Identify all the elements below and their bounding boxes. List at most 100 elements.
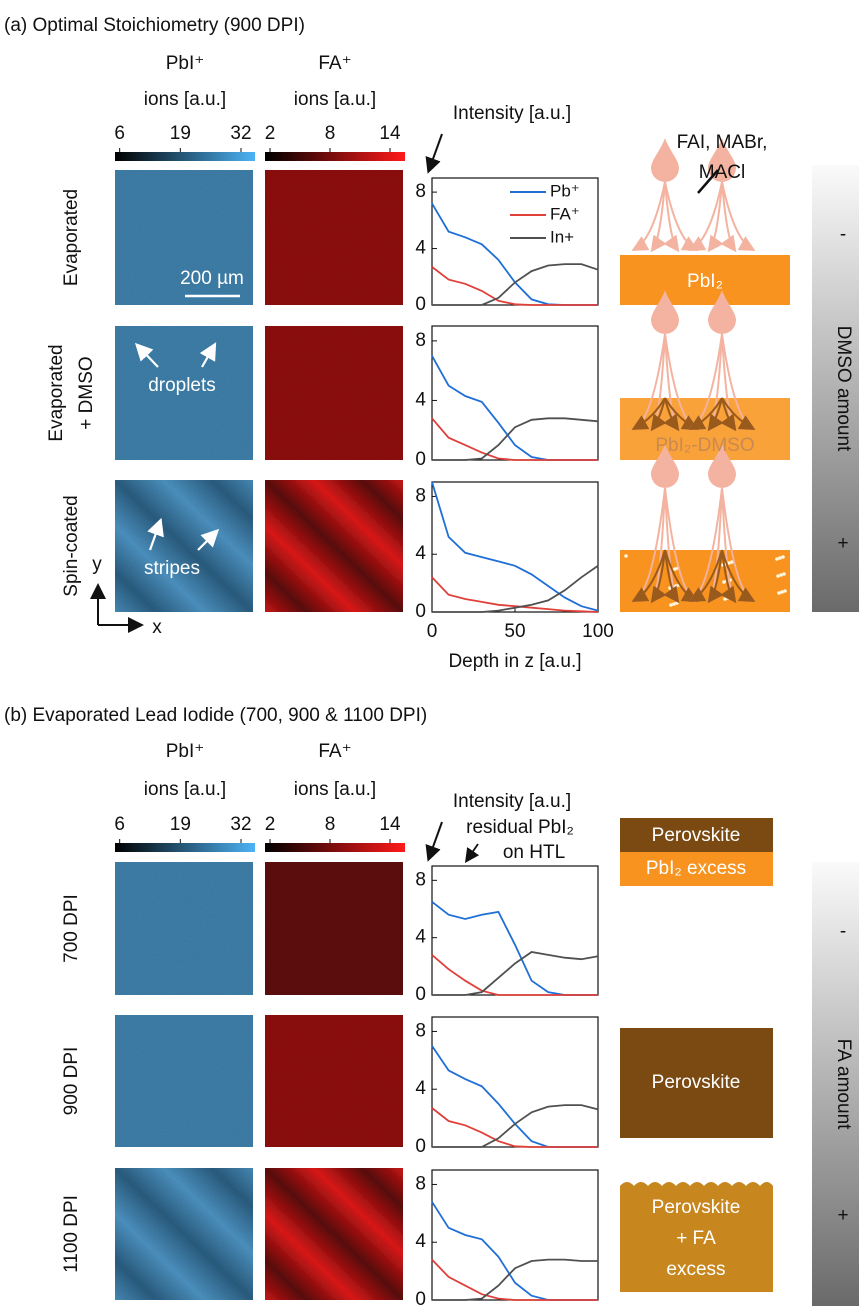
legend-label: In+ xyxy=(550,227,574,246)
axis-x-label: x xyxy=(152,617,162,638)
grain xyxy=(722,580,726,584)
y-tick-label: 4 xyxy=(415,543,426,564)
y-axis-title: Intensity [a.u.] xyxy=(453,791,571,812)
colorbar-tick-label: 19 xyxy=(170,123,191,144)
x-tick-label: 0 xyxy=(427,621,438,642)
series-line xyxy=(432,418,598,460)
plot-frame xyxy=(432,482,598,612)
layer-label: + FA xyxy=(676,1228,716,1249)
row-label: 1100 DPI xyxy=(61,1195,82,1273)
plot-frame xyxy=(432,1017,598,1147)
y-tick-label: 8 xyxy=(415,181,426,202)
y-tick-label: 8 xyxy=(415,1173,426,1194)
heatmap-fa xyxy=(265,1168,403,1300)
gradient-plus: + xyxy=(837,1205,848,1226)
heatmap-pbi xyxy=(115,480,253,612)
precursor-label: MACl xyxy=(699,162,745,183)
annotation-arrow xyxy=(467,844,478,860)
layer-label: Perovskite xyxy=(652,1072,741,1093)
y-axis-title-arrow xyxy=(429,134,442,170)
heatmap-fa xyxy=(265,326,403,460)
heatmap-fa xyxy=(265,170,403,305)
column-title: FA⁺ xyxy=(318,53,351,74)
x-tick-label: 100 xyxy=(582,621,614,642)
layer-label: PbI₂-DMSO xyxy=(655,435,754,456)
series-line xyxy=(432,1260,598,1300)
grain xyxy=(775,557,779,561)
series-line xyxy=(432,1108,598,1147)
colorbar-tick-label: 14 xyxy=(379,123,401,144)
flow-arrow xyxy=(710,182,722,249)
droplet xyxy=(651,138,679,182)
row-label: Evaporated xyxy=(46,344,67,441)
colorbar xyxy=(115,843,255,852)
layer-label: PbI₂ excess xyxy=(646,858,746,879)
series-line xyxy=(432,1202,598,1300)
series-line xyxy=(432,482,598,611)
grain xyxy=(776,574,780,578)
panel-title: (b) Evaporated Lead Iodide (700, 900 & 1… xyxy=(4,705,427,726)
y-tick-label: 8 xyxy=(415,869,426,890)
colorbar-tick-label: 6 xyxy=(114,814,125,835)
gradient-label: DMSO amount xyxy=(833,326,854,452)
colorbar-tick-label: 32 xyxy=(230,814,251,835)
precursor-label: FAI, MABr, xyxy=(677,132,768,153)
colorbar-tick-label: 8 xyxy=(325,123,336,144)
scale-label: 200 µm xyxy=(180,268,244,289)
row-label: Spin-coated xyxy=(61,495,82,596)
y-tick-label: 4 xyxy=(415,1078,426,1099)
column-title: FA⁺ xyxy=(318,741,351,762)
y-tick-label: 0 xyxy=(415,449,426,470)
y-tick-label: 4 xyxy=(415,927,426,948)
series-line xyxy=(432,1105,598,1147)
grain xyxy=(624,554,628,558)
series-line xyxy=(432,356,598,460)
series-line xyxy=(432,264,598,305)
series-line xyxy=(432,418,598,460)
y-axis-title-arrow xyxy=(429,822,442,858)
row-label: 900 DPI xyxy=(61,1047,82,1116)
y-tick-label: 8 xyxy=(415,330,426,351)
legend-label: FA⁺ xyxy=(550,204,580,223)
droplets-label: droplets xyxy=(148,375,216,396)
series-line xyxy=(432,1260,598,1300)
figure: (a) Optimal Stoichiometry (900 DPI) PbI⁺ i… xyxy=(0,0,859,1306)
x-axis-title: Depth in z [a.u.] xyxy=(448,651,581,672)
column-title: PbI⁺ xyxy=(166,53,205,74)
layer-label: Perovskite xyxy=(652,825,741,846)
colorbar xyxy=(115,152,255,161)
gradient-label: FA amount xyxy=(833,1039,854,1131)
series-line xyxy=(432,902,598,995)
colorbar-tick-label: 2 xyxy=(265,814,276,835)
heatmap-pbi xyxy=(115,1168,253,1300)
layer-label: Perovskite xyxy=(652,1197,741,1218)
y-tick-label: 4 xyxy=(415,238,426,259)
grain xyxy=(777,591,781,595)
row-label: 700 DPI xyxy=(61,894,82,963)
series-line xyxy=(432,955,598,995)
column-unit: ions [a.u.] xyxy=(144,779,226,800)
y-tick-label: 4 xyxy=(415,389,426,410)
row-label: + DMSO xyxy=(76,356,97,429)
layer-label: excess xyxy=(666,1259,725,1280)
axis-y-label: y xyxy=(92,554,102,575)
heatmap-pbi xyxy=(115,862,253,995)
y-tick-label: 8 xyxy=(415,485,426,506)
series-line xyxy=(432,267,598,305)
y-tick-label: 0 xyxy=(415,601,426,622)
colorbar-tick-label: 8 xyxy=(325,814,336,835)
grain xyxy=(669,603,673,607)
column-unit: ions [a.u.] xyxy=(294,779,376,800)
y-tick-label: 0 xyxy=(415,984,426,1005)
colorbar xyxy=(265,152,405,161)
gradient-minus: - xyxy=(840,224,846,245)
annotation: residual PbI₂ xyxy=(466,817,574,838)
plot-frame xyxy=(432,326,598,460)
x-tick-label: 50 xyxy=(504,621,525,642)
heatmap-pbi xyxy=(115,1015,253,1147)
colorbar-tick-label: 6 xyxy=(114,123,125,144)
gradient-plus: + xyxy=(837,533,848,554)
stripes-label: stripes xyxy=(144,558,200,579)
colorbar-tick-label: 14 xyxy=(379,814,401,835)
panel-title: (a) Optimal Stoichiometry (900 DPI) xyxy=(4,15,305,36)
